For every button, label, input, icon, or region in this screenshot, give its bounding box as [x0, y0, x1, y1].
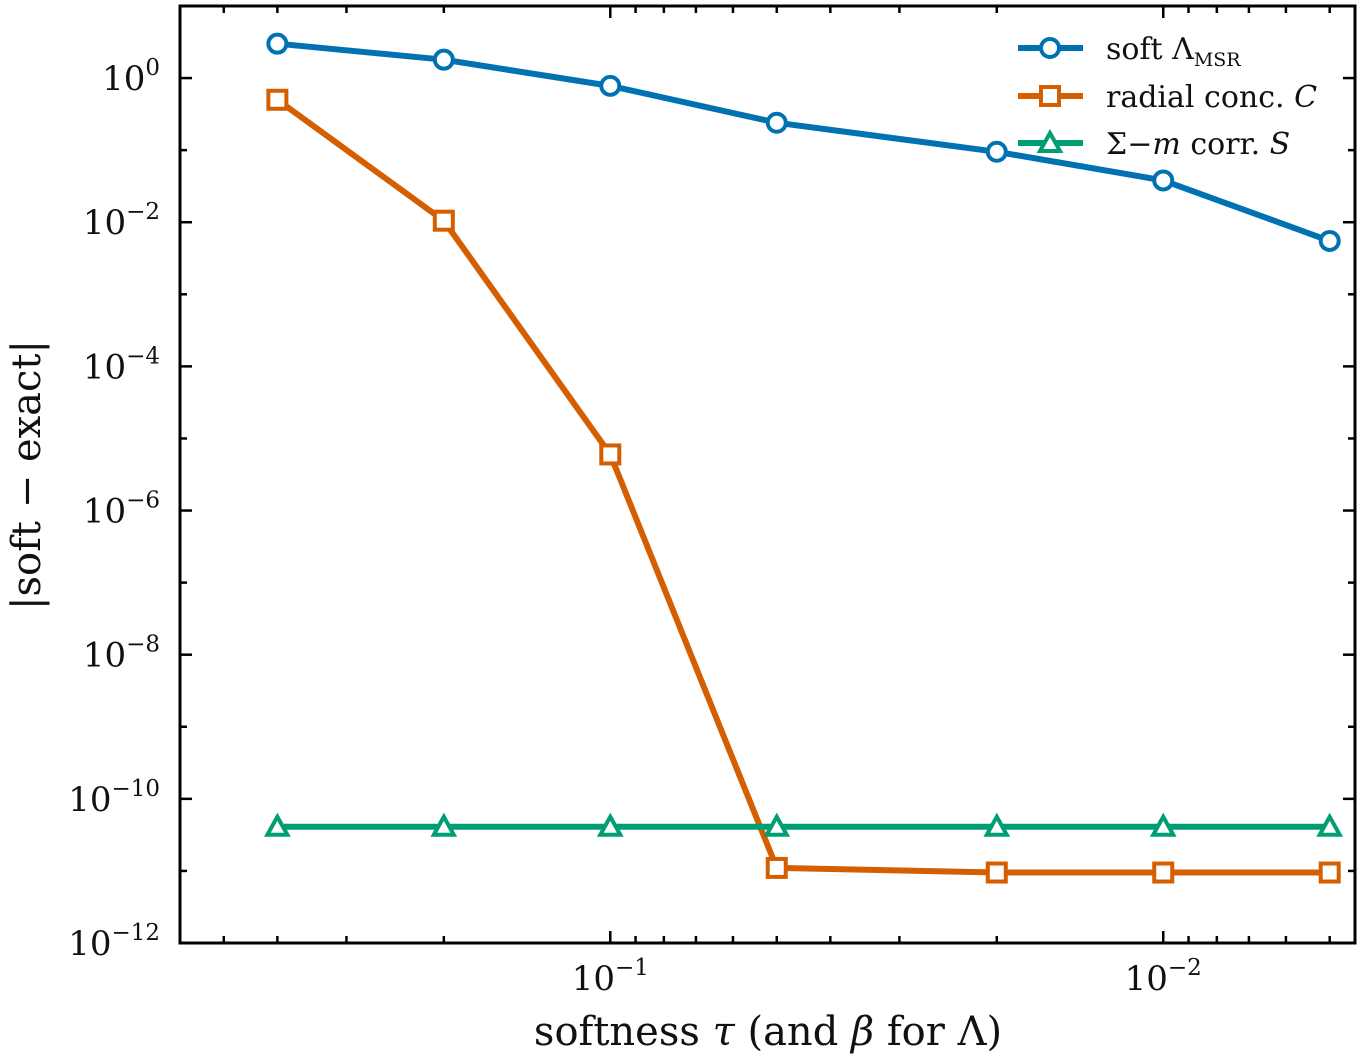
y-axis-label: |soft − exact| — [4, 340, 50, 610]
series-circle — [266, 32, 1341, 252]
y-tick-label: 10−10 — [68, 776, 160, 820]
legend-entry-radial-conc: radial conc. C — [1018, 80, 1317, 115]
y-tick-label: 10−8 — [83, 632, 160, 676]
legend-label-sigma-m-corr: Σ−m corr. S — [1106, 127, 1290, 162]
data-point-circle — [985, 140, 1008, 163]
legend-label-radial-conc: radial conc. C — [1106, 80, 1317, 115]
data-point-triangle — [1149, 812, 1177, 837]
legend-marker-circle — [1039, 37, 1061, 59]
data-point-triangle — [1316, 812, 1344, 837]
series-square — [266, 88, 1341, 884]
data-point-square — [599, 443, 622, 466]
data-point-triangle — [763, 812, 791, 837]
data-point-circle — [765, 111, 788, 134]
data-point-square — [432, 209, 455, 232]
y-tick-label: 10−6 — [83, 488, 160, 532]
x-tick-label: 10−2 — [1125, 955, 1202, 999]
legend-entry-soft-lambda: soft ΛMSR — [1018, 32, 1241, 71]
data-point-circle — [1152, 169, 1175, 192]
data-point-triangle — [430, 812, 458, 837]
legend-marker-square — [1039, 85, 1061, 107]
data-point-circle — [599, 74, 622, 97]
data-point-square — [1152, 861, 1175, 884]
series-layer — [263, 32, 1344, 884]
y-tick-label: 10−12 — [68, 920, 160, 964]
legend-label-soft-lambda: soft ΛMSR — [1106, 32, 1241, 71]
data-point-square — [266, 88, 289, 111]
data-point-triangle — [596, 812, 624, 837]
data-point-triangle — [983, 812, 1011, 837]
series-triangle — [263, 812, 1344, 837]
legend: soft ΛMSR radial conc. C Σ−m corr. S — [1018, 32, 1317, 162]
tick-labels: 100 10−2 10−4 10−6 10−8 10−10 10−12 10−1 10−2 — [68, 55, 1202, 999]
data-point-square — [985, 861, 1008, 884]
x-tick-label: 10−1 — [572, 955, 649, 999]
data-point-circle — [432, 48, 455, 71]
data-point-square — [1318, 861, 1341, 884]
y-tick-label: 10−4 — [83, 343, 160, 387]
x-axis-label: softness τ (and β for Λ) — [534, 1009, 1002, 1055]
plot-frame — [178, 4, 1357, 945]
legend-marker-triangle — [1036, 128, 1064, 153]
y-tick-label: 10−2 — [83, 199, 160, 243]
legend-entry-sigma-m-corr: Σ−m corr. S — [1018, 127, 1290, 162]
data-point-square — [765, 856, 788, 879]
y-tick-label: 100 — [102, 55, 160, 99]
data-point-circle — [1318, 229, 1341, 252]
data-point-circle — [266, 32, 289, 55]
data-point-triangle — [263, 812, 291, 837]
